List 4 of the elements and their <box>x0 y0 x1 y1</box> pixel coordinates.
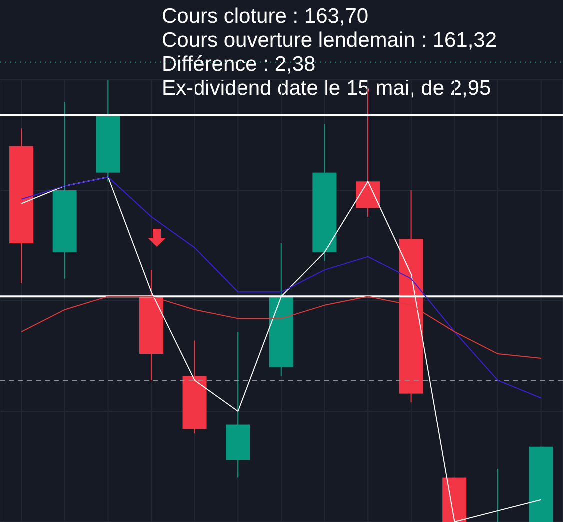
annotation: Ex-dividend date le 15 mai, de 2,95 <box>162 77 492 101</box>
text: Différence : 2,38 <box>162 53 317 77</box>
text: Cours cloture : 163,70 <box>162 5 370 29</box>
text: Cours ouverture lendemain : 161,32 <box>162 29 498 53</box>
